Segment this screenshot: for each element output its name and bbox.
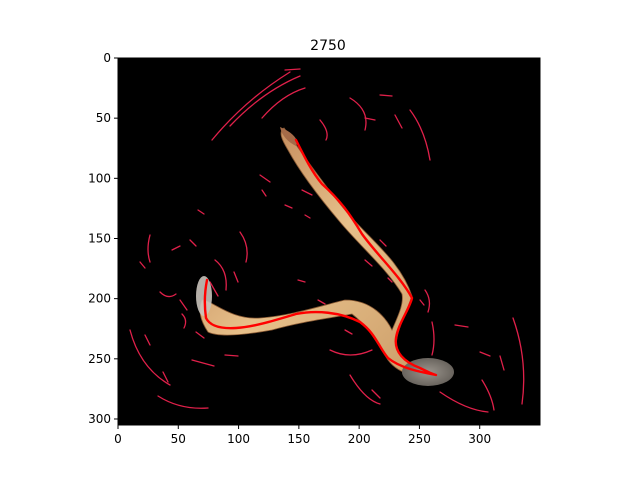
y-tick-label: 200 <box>88 292 111 306</box>
y-tick-label: 50 <box>96 111 111 125</box>
y-axis: 0 50 100 150 200 250 300 <box>88 51 118 426</box>
x-tick-label: 300 <box>468 432 491 446</box>
image-background <box>118 58 540 425</box>
x-tick-label: 250 <box>408 432 431 446</box>
y-tick-label: 150 <box>88 231 111 245</box>
worm-centerline <box>203 138 438 377</box>
edge-fragments <box>129 68 525 413</box>
y-tick-label: 250 <box>88 352 111 366</box>
x-tick-label: 100 <box>227 432 250 446</box>
x-tick-label: 0 <box>114 432 122 446</box>
y-tick-label: 300 <box>88 412 111 426</box>
x-tick-label: 200 <box>348 432 371 446</box>
y-tick-label: 0 <box>103 51 111 65</box>
axes-frame <box>117 57 541 426</box>
x-tick-label: 150 <box>287 432 310 446</box>
x-tick-label: 50 <box>171 432 186 446</box>
y-tick-label: 100 <box>88 171 111 185</box>
figure-title: 2750 <box>310 38 346 54</box>
x-axis: 0 50 100 150 200 250 300 <box>114 425 491 446</box>
image-panel <box>118 58 540 425</box>
